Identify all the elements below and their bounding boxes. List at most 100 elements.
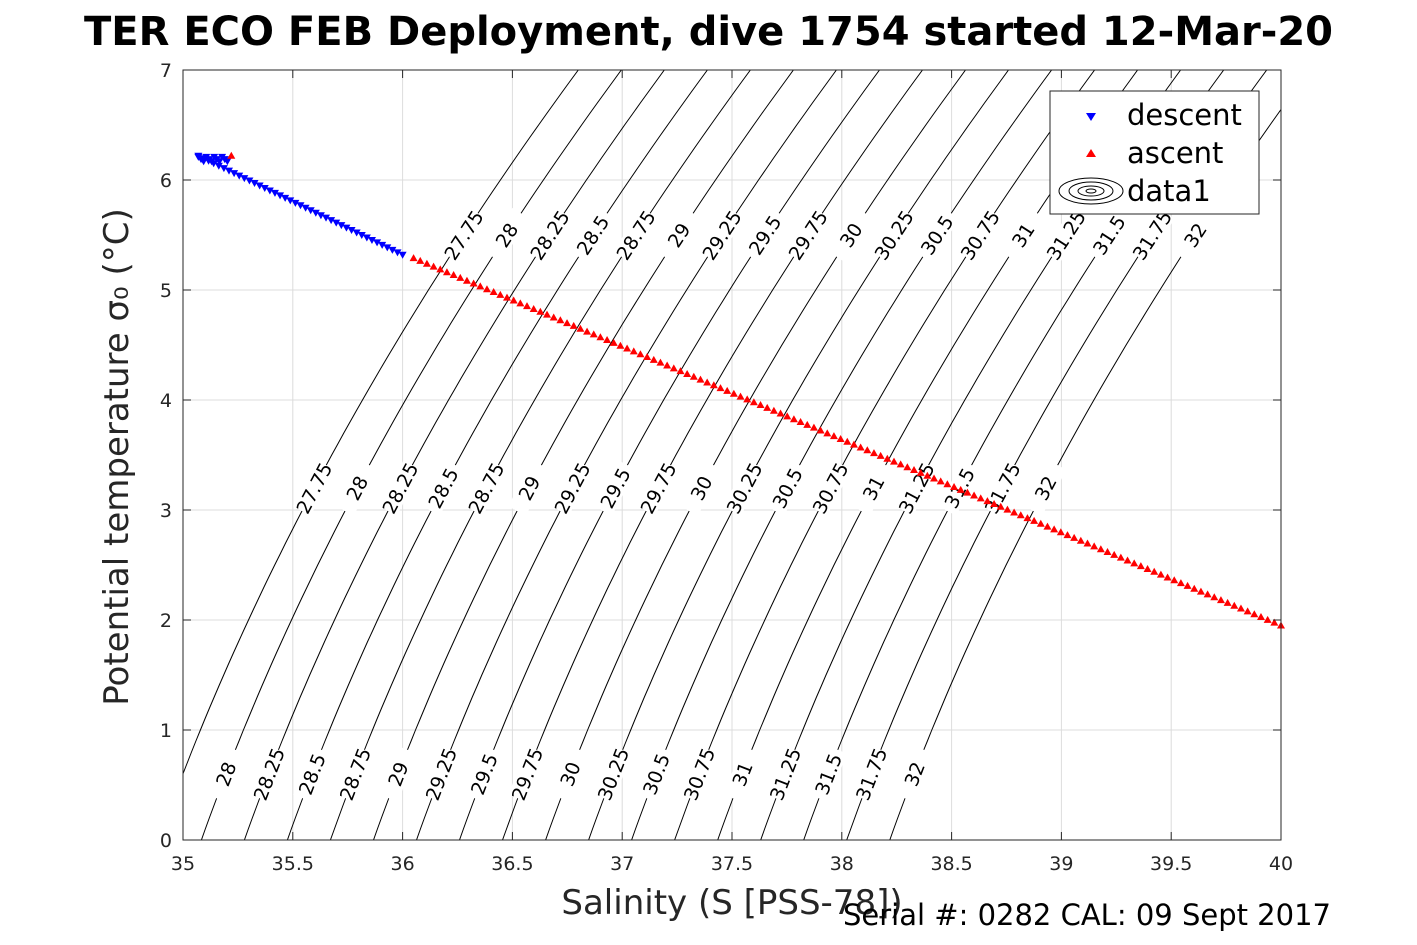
isopycnal-line [502, 70, 923, 840]
data-point [1030, 516, 1039, 524]
contour-label-bg [828, 207, 874, 263]
contour-label-bg [293, 746, 331, 802]
data-point [589, 330, 598, 338]
contour-label: 27.75 [292, 459, 337, 517]
serial-calibration-note: Serial #: 0282 CAL: 09 Sept 2017 [843, 898, 1331, 932]
data-point [215, 158, 224, 166]
contour-label-bg [723, 460, 766, 516]
data-point [301, 204, 310, 212]
data-point [789, 415, 798, 423]
contour-label: 29.25 [551, 459, 596, 517]
contour-label-text: 29.75 [508, 745, 548, 804]
data-point [516, 299, 525, 307]
data-point [378, 241, 387, 249]
data-point [469, 279, 478, 287]
data-point [456, 273, 465, 281]
contour-label-bg [785, 207, 831, 263]
contour-label-text: 31.25 [895, 459, 940, 517]
contour-label-text: 30.75 [957, 207, 1005, 265]
data-point [347, 227, 356, 235]
contour-label-bg [981, 460, 1024, 516]
data-point [889, 457, 898, 465]
contour-label: 28.5 [570, 207, 616, 263]
contour-label-text: 29.25 [551, 459, 596, 517]
isopycnal-line [286, 70, 708, 840]
contour-label-text: 29.25 [422, 745, 462, 804]
data-point [856, 443, 865, 451]
data-point [1256, 613, 1265, 621]
data-point [629, 347, 638, 355]
x-axis-label: Salinity (S [PSS-78]) [561, 883, 902, 923]
x-tick-label: 40 [1269, 853, 1293, 875]
data-point [327, 217, 336, 225]
data-point [436, 265, 445, 273]
contour-label-bg [938, 460, 981, 516]
data-point [502, 293, 511, 301]
data-point [943, 480, 952, 488]
data-point [1103, 548, 1112, 556]
contour-label: 28.5 [293, 746, 331, 802]
data-point [1263, 615, 1272, 623]
data-point [204, 157, 213, 165]
data-point [729, 389, 738, 397]
contour-label: 32 [895, 746, 934, 802]
data-point [1163, 573, 1172, 581]
data-point [194, 152, 203, 160]
isopycnal-line [373, 70, 794, 840]
data-point [796, 418, 805, 426]
contour-label: 30 [551, 746, 589, 802]
data-point [1050, 525, 1059, 533]
data-point [1083, 539, 1092, 547]
contour-label-text: 29.75 [785, 207, 833, 265]
data-point [983, 497, 992, 505]
contour-label-text: 30.5 [639, 751, 675, 798]
series-descent [194, 152, 407, 259]
data-point [736, 392, 745, 400]
x-tick-label: 36.5 [491, 853, 533, 875]
data-point [863, 446, 872, 454]
data-point [1143, 564, 1152, 572]
data-point [883, 454, 892, 462]
x-tick-label: 37.5 [711, 853, 753, 875]
data-point [816, 426, 825, 434]
contour-label: 31.5 [1086, 207, 1132, 263]
contour-label-bg [637, 746, 675, 802]
isopycnal-line [588, 70, 1009, 840]
contour-labels: 27.7527.7528282828.2528.2528.2528.528.52… [207, 207, 1218, 804]
data-point [549, 313, 558, 321]
y-tick-label: 3 [160, 500, 172, 522]
contour-label: 29.5 [465, 746, 503, 802]
contour-label: 28.75 [465, 459, 510, 517]
data-point [683, 369, 692, 377]
isopycnal-line [416, 70, 837, 840]
data-point [689, 372, 698, 380]
contour-label-bg [594, 746, 632, 802]
data-point [476, 282, 485, 290]
x-tick-label: 38 [830, 853, 854, 875]
contour-label: 28.5 [422, 460, 465, 516]
contour-label: 30.25 [723, 459, 768, 517]
data-point [1123, 556, 1132, 564]
isopycnal-line [631, 70, 1053, 840]
data-point [388, 246, 397, 254]
data-point [1270, 618, 1279, 626]
y-tick-label: 7 [160, 60, 172, 82]
data-point [843, 437, 852, 445]
contour-label: 31 [852, 460, 895, 516]
data-point [489, 288, 498, 296]
data-point [756, 401, 765, 409]
contour-label-text: 29.5 [467, 751, 503, 798]
axis-ticks: 35 35.5 36 36.5 37 37.5 38 38.5 39 39.5 40 0 1 2 3 4 5 6 7 [160, 60, 1293, 875]
legend-box [1049, 90, 1260, 215]
contour-label-text: 30.75 [680, 745, 720, 804]
data-point [950, 483, 959, 491]
data-point [1076, 536, 1085, 544]
data-point [332, 219, 341, 227]
contour-label-bg [809, 460, 852, 516]
data-point [362, 234, 371, 242]
contour-label-text: 31.25 [766, 745, 806, 804]
data-point [342, 224, 351, 232]
data-point [763, 403, 772, 411]
x-tick-label: 35 [171, 853, 195, 875]
data-point [199, 155, 208, 163]
